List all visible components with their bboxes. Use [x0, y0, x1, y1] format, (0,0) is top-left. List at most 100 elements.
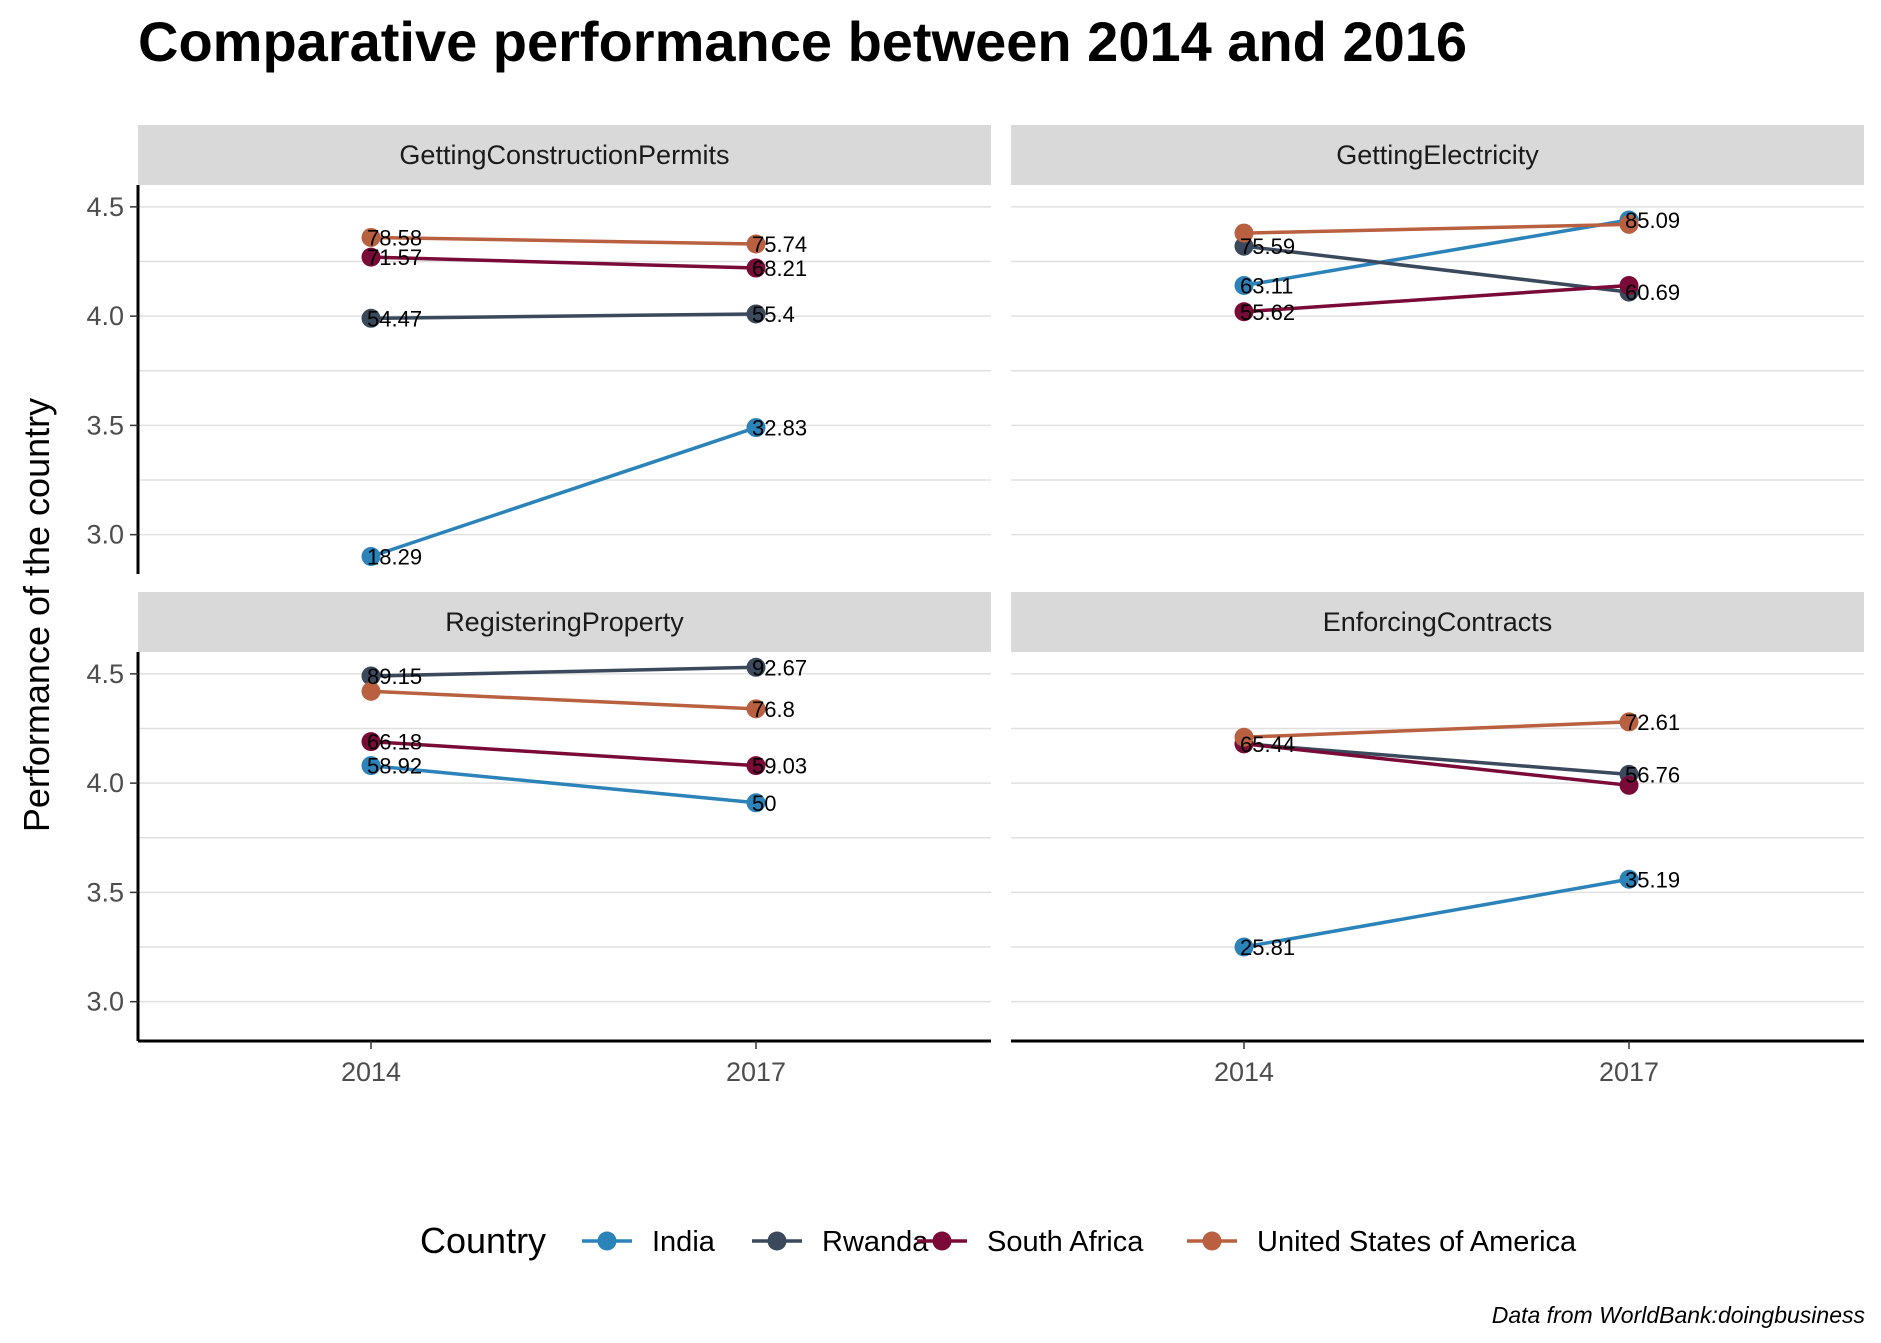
y-tick-label: 4.5: [86, 192, 124, 222]
series-line: [1243, 720, 1630, 739]
y-tick-label: 4.0: [86, 768, 124, 798]
data-label: 85.09: [1625, 208, 1680, 233]
series-line: [1243, 283, 1630, 314]
series-rwanda: [361, 304, 766, 328]
data-label: 75.74: [752, 232, 807, 257]
data-label: 59.03: [752, 754, 807, 779]
y-tick-label: 4.5: [86, 659, 124, 689]
chart-title: Comparative performance between 2014 and…: [138, 10, 1467, 73]
legend-item-united-states-of-america: United States of America: [1187, 1226, 1577, 1258]
panel-strip: [1011, 125, 1864, 185]
data-label: 66.18: [367, 730, 422, 755]
series-line: [370, 739, 757, 768]
data-point: [746, 418, 766, 438]
series-united-states-of-america: [361, 681, 766, 719]
series-line: [370, 763, 757, 805]
data-label: 55.4: [752, 302, 795, 327]
panel-strip-label: GettingConstructionPermits: [399, 140, 729, 170]
data-point: [361, 756, 381, 776]
series-india: [1234, 869, 1639, 957]
series-line: [370, 665, 757, 678]
legend: Country India Rwanda South Africa United Sta…: [420, 1220, 1577, 1261]
data-point: [361, 308, 381, 328]
panel-strip-label: EnforcingContracts: [1323, 607, 1553, 637]
series-rwanda: [361, 657, 766, 686]
series-line: [370, 425, 757, 559]
panel-EnforcingContracts: EnforcingContracts 2014 2017 25.81 35.19 65.4…: [1011, 592, 1864, 1087]
series-rwanda: [1234, 734, 1639, 784]
panel-strip: [138, 125, 991, 185]
series-line: [370, 312, 757, 321]
data-point: [746, 793, 766, 813]
data-point: [361, 227, 381, 247]
data-label: 92.67: [752, 655, 807, 680]
series-south-africa: [361, 247, 766, 278]
data-label: 50: [752, 791, 776, 816]
series-line: [1243, 244, 1630, 294]
data-point: [746, 756, 766, 776]
x-tick-label: 2014: [341, 1057, 401, 1087]
legend-label: India: [652, 1226, 716, 1258]
data-point: [746, 304, 766, 324]
legend-key-point: [767, 1231, 787, 1251]
panel-RegisteringProperty: RegisteringProperty 3.0 3.5 4.0 4.5 2014 2017 5…: [86, 592, 991, 1087]
data-label: 35.19: [1625, 867, 1680, 892]
y-tick-label: 3.5: [86, 410, 124, 440]
series-united-states-of-america: [1234, 214, 1639, 243]
data-point: [1234, 276, 1254, 296]
data-point: [746, 234, 766, 254]
legend-key-point: [1202, 1231, 1222, 1251]
y-tick-label: 3.5: [86, 877, 124, 907]
data-label: 25.81: [1240, 935, 1295, 960]
data-label: 56.76: [1625, 762, 1680, 787]
legend-item-south-africa: South Africa: [917, 1226, 1144, 1258]
series-india: [361, 756, 766, 813]
data-point: [361, 681, 381, 701]
data-point: [746, 258, 766, 278]
legend-label: United States of America: [1257, 1226, 1577, 1258]
series-united-states-of-america: [1234, 712, 1639, 747]
panel-strip: [138, 592, 991, 652]
data-label: 55.62: [1240, 300, 1295, 325]
data-point: [1619, 775, 1639, 795]
chart-caption: Data from WorldBank:doingbusiness: [1492, 1302, 1866, 1328]
data-label: 60.69: [1625, 280, 1680, 305]
data-label: 76.8: [752, 697, 795, 722]
series-line: [1243, 742, 1630, 777]
legend-item-rwanda: Rwanda: [752, 1226, 929, 1258]
legend-item-india: India: [582, 1226, 716, 1258]
series-line: [1243, 222, 1630, 235]
series-line: [370, 255, 757, 270]
data-label: 32.83: [752, 416, 807, 441]
legend-label: Rwanda: [822, 1226, 929, 1258]
legend-title: Country: [420, 1220, 546, 1261]
data-label: 72.61: [1625, 710, 1680, 735]
series-united-states-of-america: [361, 227, 766, 254]
data-point: [361, 547, 381, 567]
data-point: [1234, 223, 1254, 243]
x-tick-label: 2017: [726, 1057, 786, 1087]
data-label: 89.15: [367, 664, 422, 689]
legend-label: South Africa: [987, 1226, 1144, 1258]
data-point: [1234, 937, 1254, 957]
series-south-africa: [1234, 276, 1639, 322]
data-label: 75.59: [1240, 234, 1295, 259]
y-tick-label: 3.0: [86, 520, 124, 550]
y-axis-label: Performance of the country: [16, 398, 57, 832]
data-label: 68.21: [752, 256, 807, 281]
legend-key-point: [932, 1231, 952, 1251]
data-point: [1234, 302, 1254, 322]
series-south-africa: [1234, 734, 1639, 795]
data-label: 71.57: [367, 245, 422, 270]
x-tick-label: 2017: [1599, 1057, 1659, 1087]
series-line: [370, 689, 757, 711]
series-line: [1243, 742, 1630, 788]
data-point: [1234, 236, 1254, 256]
legend-key-point: [597, 1231, 617, 1251]
data-label: 63.11: [1240, 274, 1293, 299]
data-label: 78.58: [367, 225, 422, 250]
x-tick-label: 2014: [1214, 1057, 1274, 1087]
series-rwanda: [1234, 236, 1639, 302]
data-point: [1619, 214, 1639, 234]
